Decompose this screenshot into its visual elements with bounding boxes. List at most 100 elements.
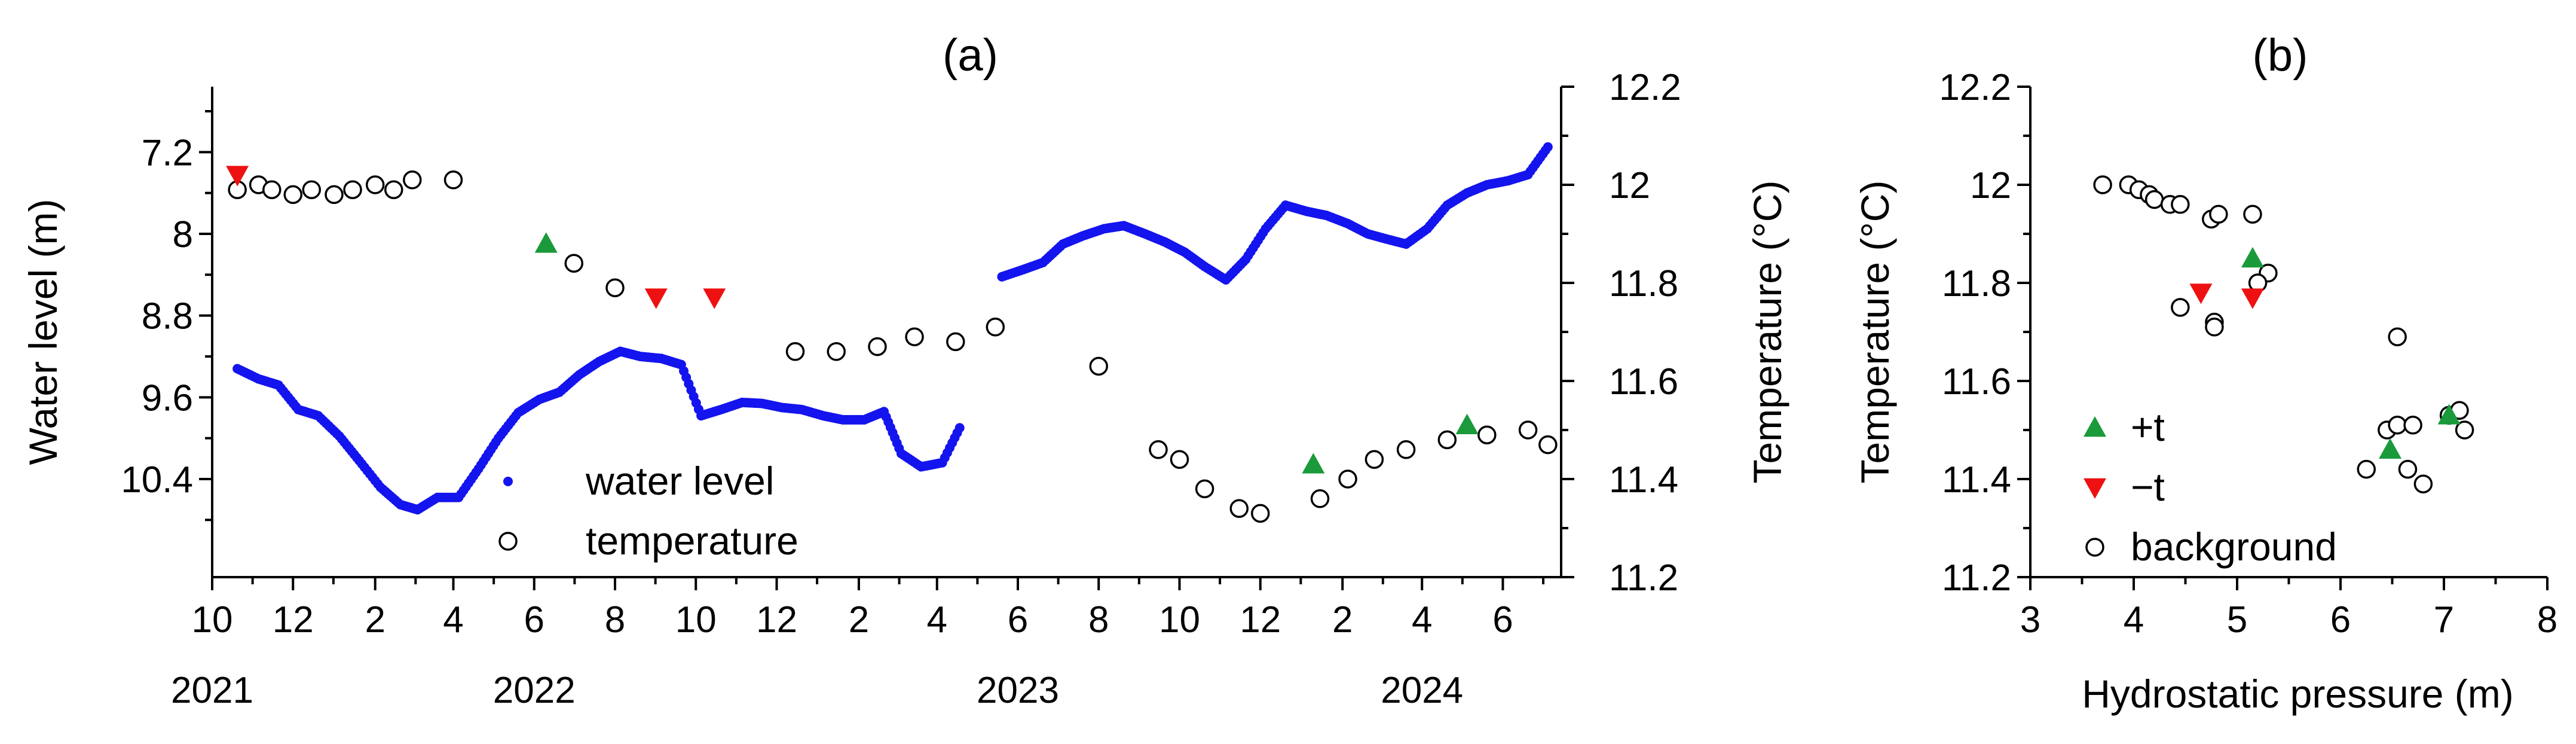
temperature-point bbox=[1338, 469, 1357, 489]
water-level-point bbox=[954, 423, 965, 433]
temperature-point bbox=[827, 342, 846, 361]
right-tick-label: 11.2 bbox=[1609, 557, 1678, 599]
legend-water-level-marker bbox=[503, 477, 513, 486]
plus-t-point bbox=[2437, 404, 2461, 425]
temperature-point bbox=[283, 185, 302, 205]
minus-t-point bbox=[2189, 283, 2213, 304]
temperature-point bbox=[1518, 420, 1538, 440]
right-tick-label: 11.8 bbox=[1609, 263, 1678, 304]
x-tick-label: 6 bbox=[524, 599, 544, 641]
legend-label: background bbox=[2131, 525, 2337, 569]
background-point bbox=[2403, 416, 2422, 435]
background-point bbox=[2093, 175, 2112, 194]
background-point bbox=[2171, 195, 2190, 214]
temperature-point bbox=[443, 170, 463, 190]
panel-b-chart: 11.2 11.4 11.6 11.8 12 12.2 3 4 5 6 7 8 Temperature … bbox=[1853, 30, 2557, 716]
legend-background-marker bbox=[2085, 538, 2104, 557]
minus-t-point bbox=[2241, 288, 2264, 309]
series-minus-t bbox=[2189, 283, 2264, 309]
temperature-point bbox=[1538, 435, 1558, 455]
year-label: 2021 bbox=[171, 670, 253, 711]
temperature-point bbox=[946, 332, 965, 352]
background-point bbox=[2144, 190, 2164, 209]
y-axis-title: Temperature (°C) bbox=[1853, 181, 1897, 484]
left-axis-title: Water level (m) bbox=[21, 199, 65, 465]
temperature-point bbox=[868, 337, 887, 356]
x-tick-label: 2 bbox=[1332, 599, 1353, 641]
temperature-point bbox=[905, 327, 924, 346]
x-tick-label: 8 bbox=[1088, 599, 1109, 641]
legend-label: temperature bbox=[586, 519, 799, 563]
left-tick-label: 8.8 bbox=[142, 296, 193, 337]
temperature-point bbox=[564, 254, 584, 273]
y-tick-label: 11.2 bbox=[1942, 557, 2011, 599]
x-tick-label: 4 bbox=[2124, 599, 2144, 641]
year-label: 2022 bbox=[493, 670, 576, 711]
series-minus-t bbox=[226, 166, 726, 309]
background-point bbox=[2243, 205, 2262, 224]
x-tick-label: 12 bbox=[756, 599, 797, 641]
right-tick-label: 12.2 bbox=[1609, 67, 1681, 108]
series-temperature bbox=[228, 170, 1558, 523]
x-tick-label: 8 bbox=[2537, 599, 2557, 641]
x-tick-label: 6 bbox=[1492, 599, 1513, 641]
temperature-point bbox=[262, 180, 282, 199]
left-tick-label: 10.4 bbox=[121, 459, 193, 501]
minus-t-point bbox=[703, 288, 726, 309]
temperature-point bbox=[1310, 489, 1330, 508]
right-axis-title: Temperature (°C) bbox=[1745, 181, 1789, 484]
plus-t-point bbox=[1302, 453, 1325, 474]
background-point bbox=[2388, 327, 2407, 346]
plus-t-point bbox=[2379, 438, 2402, 459]
y-tick-label: 12 bbox=[1970, 165, 2011, 206]
left-tick-label: 8 bbox=[173, 214, 193, 255]
temperature-point bbox=[302, 180, 322, 199]
temperature-point bbox=[1089, 356, 1108, 376]
temperature-point bbox=[1437, 430, 1457, 450]
background-point bbox=[2398, 459, 2418, 479]
left-tick-label: 7.2 bbox=[142, 132, 193, 173]
x-axis-title: Hydrostatic pressure (m) bbox=[2082, 672, 2514, 716]
plus-t-point bbox=[2241, 247, 2264, 268]
x-tick-label: 5 bbox=[2227, 599, 2247, 641]
temperature-point bbox=[605, 278, 625, 297]
x-tick-label: 7 bbox=[2434, 599, 2454, 641]
temperature-point bbox=[1396, 440, 1416, 459]
panel-title: (b) bbox=[2253, 30, 2308, 81]
temperature-point bbox=[325, 185, 344, 205]
x-tick-label: 10 bbox=[192, 599, 233, 641]
right-tick-label: 11.6 bbox=[1609, 361, 1678, 403]
legend-label: +t bbox=[2131, 405, 2165, 449]
y-tick-label: 11.4 bbox=[1942, 459, 2011, 501]
temperature-point bbox=[1170, 450, 1189, 469]
left-tick-label: 9.6 bbox=[142, 377, 193, 419]
x-tick-label: 12 bbox=[1240, 599, 1281, 641]
water-level-point bbox=[1543, 142, 1553, 152]
temperature-point bbox=[1229, 499, 1249, 518]
background-point bbox=[2209, 205, 2228, 224]
legend-b: +t −t background bbox=[2084, 405, 2337, 569]
background-point bbox=[2357, 459, 2376, 479]
x-tick-label: 4 bbox=[927, 599, 947, 641]
temperature-point bbox=[785, 342, 805, 361]
x-tick-label: 4 bbox=[1412, 599, 1432, 641]
right-tick-label: 11.4 bbox=[1609, 459, 1678, 501]
background-point bbox=[2413, 474, 2433, 493]
legend-plus-t-marker bbox=[2084, 416, 2106, 437]
x-tick-label: 3 bbox=[2020, 599, 2040, 641]
right-tick-label: 12 bbox=[1609, 165, 1650, 206]
x-tick-label: 2 bbox=[849, 599, 869, 641]
temperature-point bbox=[1477, 425, 1497, 444]
year-label: 2023 bbox=[977, 670, 1059, 711]
background-point bbox=[2205, 318, 2224, 337]
background-point bbox=[2388, 416, 2407, 435]
temperature-point bbox=[1250, 504, 1270, 523]
temperature-point bbox=[365, 175, 385, 194]
y-tick-label: 11.8 bbox=[1942, 263, 2011, 304]
panel-title: (a) bbox=[943, 30, 998, 81]
temperature-point bbox=[343, 180, 362, 199]
x-tick-label: 10 bbox=[675, 599, 717, 641]
minus-t-point bbox=[644, 288, 668, 309]
temperature-point bbox=[403, 170, 422, 190]
